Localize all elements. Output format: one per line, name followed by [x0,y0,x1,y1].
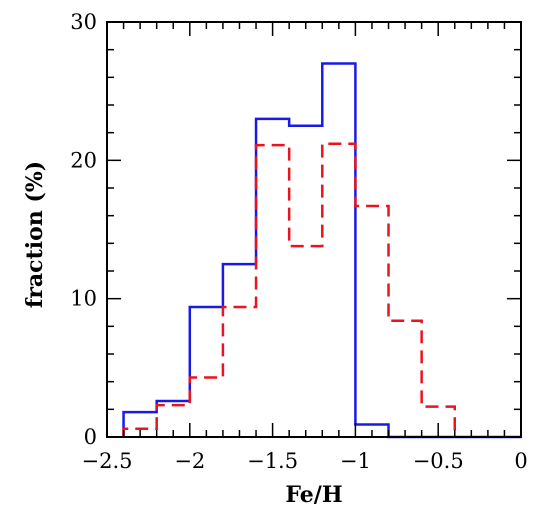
y-tick-label: 30 [70,10,97,34]
series-layer [122,62,521,439]
plot-frame [106,21,522,438]
series-1-solid-line [122,62,521,439]
x-tick-label: −2.5 [82,449,133,473]
x-tick-label: −0.5 [413,449,464,473]
y-tick-label: 20 [70,148,97,172]
x-tick-label: −1 [340,449,371,473]
x-tick-label: −1.5 [247,449,298,473]
x-axis-label: Fe/H [285,482,342,508]
y-tick-label: 0 [84,425,97,449]
y-axis-label: fraction (%) [22,161,48,308]
tick-label-layer: −2.5 −2 −1.5 −1 −0.5 0 0 10 20 30 [70,10,527,473]
series-2-dashed-line [122,142,457,437]
x-tick-label: −2 [174,449,205,473]
x-tick-label: 0 [514,449,527,473]
y-tick-label: 10 [70,287,97,311]
tick-layer [106,21,522,438]
